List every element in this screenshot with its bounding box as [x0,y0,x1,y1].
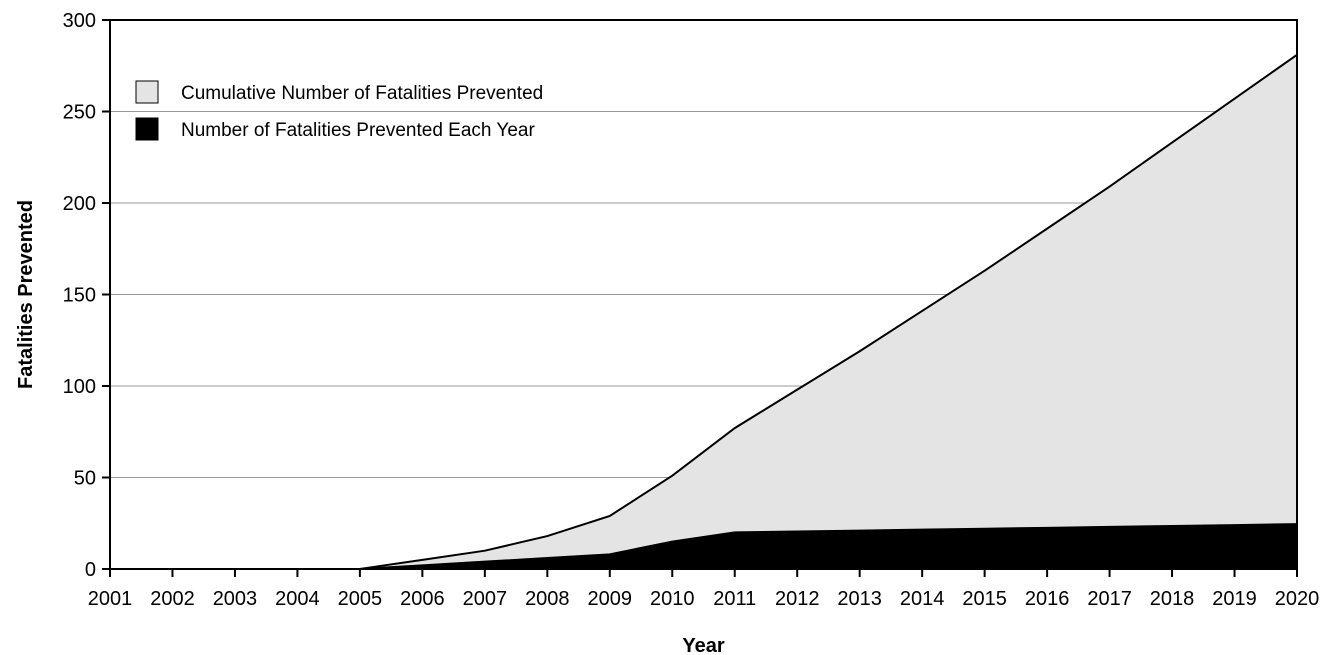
x-tick-label-2008: 2008 [525,588,570,610]
legend-label-2: Number of Fatalities Prevented Each Year [181,120,535,141]
x-tick-label-2006: 2006 [400,588,445,610]
x-tick-label-2007: 2007 [463,588,508,610]
x-tick-label-2004: 2004 [275,588,320,610]
x-tick-label-2009: 2009 [588,588,633,610]
x-tick-label-2003: 2003 [213,588,258,610]
x-tick-label-2002: 2002 [150,588,195,610]
legend: Cumulative Number of Fatalities Prevente… [135,80,543,141]
y-tick-label-50: 50 [74,468,96,490]
x-tick-label-2017: 2017 [1087,588,1132,610]
area-series-2 [110,524,1297,569]
x-tick-label-2016: 2016 [1025,588,1070,610]
y-tick-label-200: 200 [63,193,96,215]
x-tick-label-2010: 2010 [650,588,695,610]
y-axis-title: Fatalities Prevented [15,200,37,389]
y-tick-label-250: 250 [63,102,96,124]
x-tick-label-2020: 2020 [1275,588,1320,610]
y-tick-label-300: 300 [63,10,96,32]
x-tick-label-2001: 2001 [88,588,133,610]
area-series-1 [110,54,1297,569]
x-tick-label-2014: 2014 [900,588,945,610]
y-axis: 0 50 100 150 200 250 300 [63,10,110,581]
y-tick-label-100: 100 [63,376,96,398]
x-tick-label-2012: 2012 [775,588,820,610]
y-tick-label-150: 150 [63,285,96,307]
x-tick-label-2019: 2019 [1212,588,1257,610]
x-tick-label-2013: 2013 [837,588,882,610]
legend-swatch-2 [135,117,159,141]
legend-swatch-1 [135,80,159,104]
x-tick-label-2011: 2011 [713,588,756,610]
x-tick-label-2015: 2015 [962,588,1007,610]
x-axis-title: Year [682,635,724,655]
y-tick-label-0: 0 [85,559,96,581]
x-tick-label-2005: 2005 [338,588,383,610]
x-tick-label-2018: 2018 [1150,588,1195,610]
x-axis: 2001 2002 2003 2004 2005 2006 2007 2008 2009 2010… [88,569,1320,610]
legend-label-1: Cumulative Number of Fatalities Prevente… [181,83,543,104]
